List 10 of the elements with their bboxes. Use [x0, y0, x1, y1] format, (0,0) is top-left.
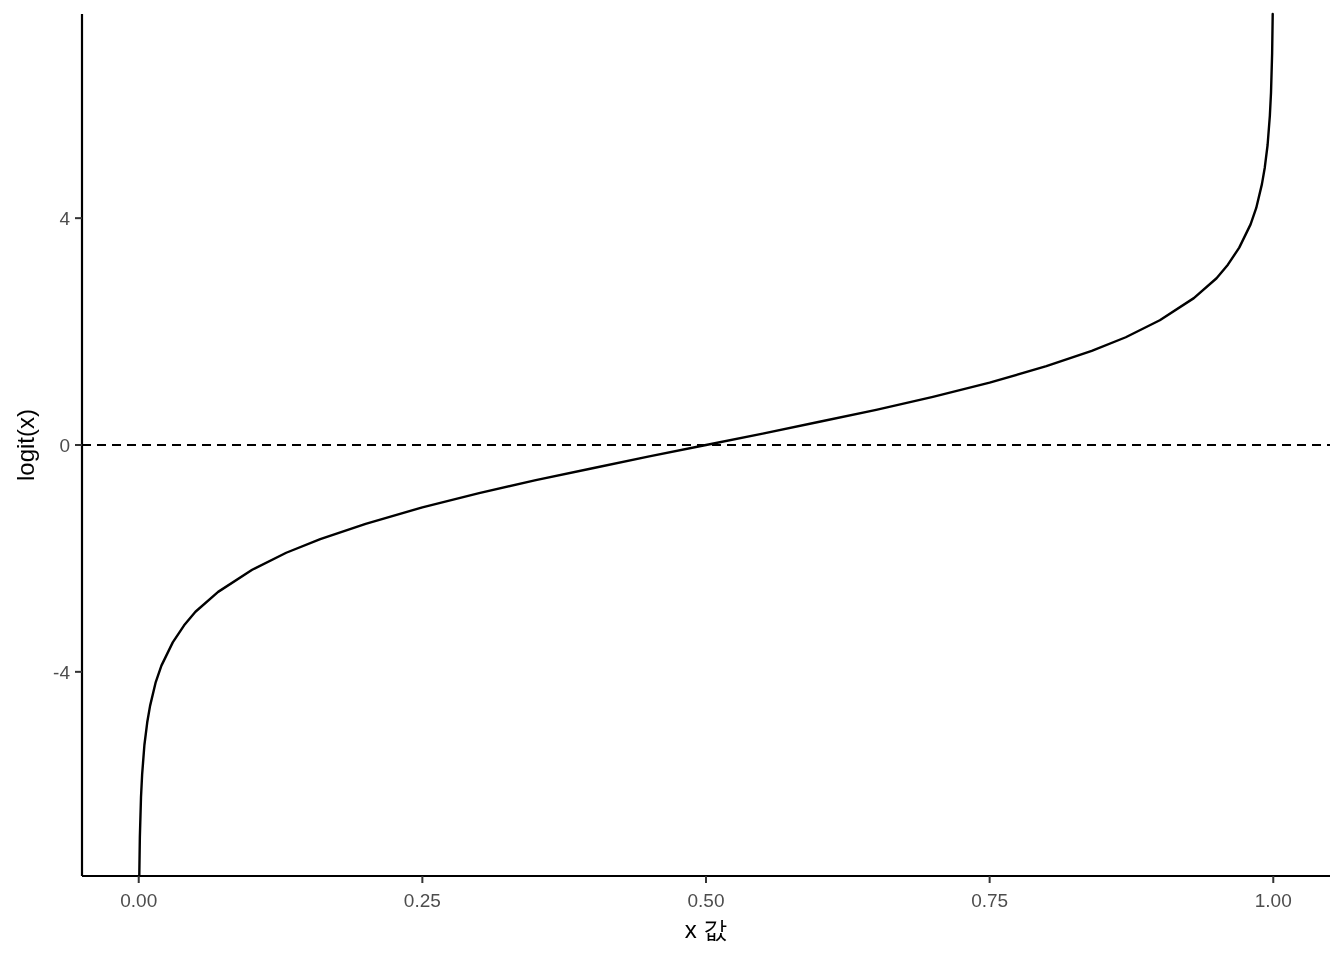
y-tick-label: 4 — [59, 208, 71, 230]
y-tick-label: -4 — [53, 661, 71, 683]
x-tick-label: 0.00 — [120, 890, 158, 911]
x-tick-label: 1.00 — [1254, 890, 1292, 911]
x-tick-label: 0.50 — [687, 890, 725, 911]
x-tick-label: 0.25 — [403, 890, 441, 911]
x-tick-label: 0.75 — [971, 890, 1009, 911]
y-tick-label: 0 — [59, 435, 70, 456]
y-axis-title: logit(x) — [12, 408, 39, 482]
x-axis-title: x 값 — [684, 916, 728, 943]
